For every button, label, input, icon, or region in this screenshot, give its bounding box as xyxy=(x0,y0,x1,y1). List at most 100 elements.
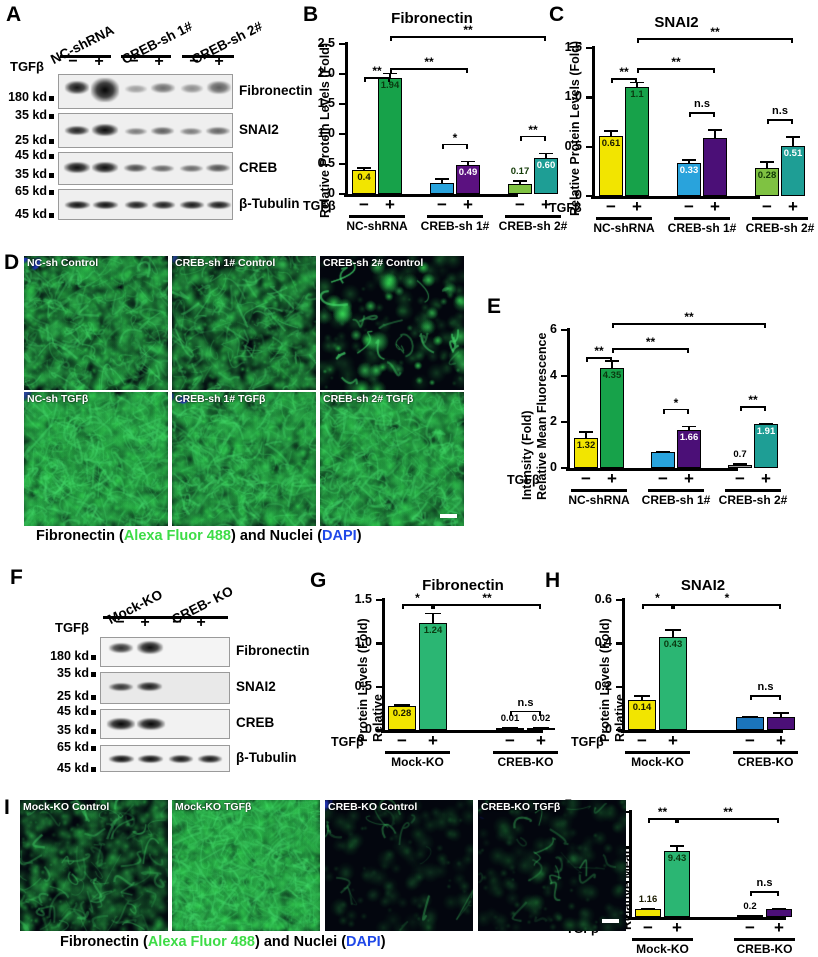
panel-h-significance-tick xyxy=(673,604,675,609)
panel-b-y-tick-label: 2.5 xyxy=(317,36,335,50)
panel-c-group-label: CREB-sh 2# xyxy=(745,221,815,235)
panel-b-significance-line xyxy=(442,143,468,146)
panel-c-significance-mark: ** xyxy=(671,55,681,69)
panel-f-kd-label: 45 kd xyxy=(57,761,89,775)
panel-f-band xyxy=(169,755,193,763)
panel-h-treatment-sign: − xyxy=(745,731,755,750)
panel-e-treatment-sign: + xyxy=(607,469,617,488)
panel-g-bar xyxy=(419,622,447,730)
panel-d-caption: Fibronectin (Alexa Fluor 488) and Nuclei… xyxy=(36,528,362,544)
panel-c-treatment-sign: − xyxy=(684,197,694,216)
panel-h-error-bar xyxy=(672,629,674,638)
panel-b-y-tick-label: 2.0 xyxy=(317,66,335,80)
panel-label-A: A xyxy=(6,3,22,26)
panel-b-treatment-sign: − xyxy=(437,195,447,214)
panel-e-significance-mark: ** xyxy=(684,310,694,324)
panel-a-band xyxy=(92,124,118,136)
panel-c-bar-value: 0.51 xyxy=(783,147,803,159)
panel-f-blot-name: Fibronectin xyxy=(236,643,310,658)
panel-a-lane-sign: + xyxy=(154,53,164,70)
panel-h-chart-title: SNAI2 xyxy=(680,577,726,594)
panel-j-treatment-sign: − xyxy=(643,918,653,937)
panel-b-y-tick-label: 0.5 xyxy=(317,156,335,170)
panel-a-blot-box xyxy=(58,152,233,185)
panel-a-kd-marker xyxy=(49,213,54,218)
panel-c-error-bar xyxy=(714,129,716,139)
panel-c-significance-line xyxy=(611,78,637,80)
panel-b-group-label: CREB-sh 2# xyxy=(498,219,568,233)
panel-d-image xyxy=(172,256,316,390)
panel-c-significance-mark: ** xyxy=(710,25,720,39)
panel-e-significance-mark: ** xyxy=(748,392,758,407)
panel-i-caption: Fibronectin (Alexa Fluor 488) and Nuclei… xyxy=(60,934,386,950)
panel-e-significance-tick xyxy=(687,348,689,353)
panel-c-error-cap xyxy=(682,159,696,161)
panel-d-image xyxy=(172,392,316,526)
panel-h-bar-value: 0.06 xyxy=(771,698,791,710)
panel-e-tgfb-label: TGFβ xyxy=(507,473,540,487)
panel-a-band xyxy=(64,162,90,173)
panel-a-band xyxy=(125,85,147,93)
panel-g-y-tick xyxy=(376,599,382,602)
panel-j-treatment-sign: + xyxy=(672,918,682,937)
panel-f-blot-name: CREB xyxy=(236,715,275,730)
panel-c-error-bar xyxy=(636,81,638,89)
panel-j-treatment-sign: + xyxy=(774,918,784,937)
panel-c-bar xyxy=(703,137,727,196)
panel-a-blot-box xyxy=(58,74,233,109)
panel-e-bar-value: 1.91 xyxy=(756,426,776,438)
panel-c-group-underline xyxy=(752,217,808,220)
panel-g-bar-value: 0.28 xyxy=(392,707,412,719)
panel-e-y-tick-label: 6 xyxy=(550,322,557,336)
panel-h-significance-line xyxy=(642,604,673,606)
panel-f-band xyxy=(109,755,134,763)
panel-a-kd-marker xyxy=(49,190,54,195)
panel-j-bar xyxy=(766,909,792,917)
panel-i-image xyxy=(20,800,168,931)
panel-f-kd-marker xyxy=(91,729,96,734)
panel-c-error-cap xyxy=(630,81,644,84)
panel-e-bar-value: 0.7 xyxy=(656,436,670,448)
panel-b-treatment-sign: − xyxy=(359,195,369,214)
panel-c-y-tick-label: 1.5 xyxy=(564,40,582,54)
panel-f-lane-sign: + xyxy=(140,614,150,631)
panel-c-error-cap xyxy=(760,160,774,163)
panel-h-y-tick xyxy=(616,685,622,689)
panel-h-y-tick xyxy=(616,729,622,732)
panel-e-group-label: CREB-sh 1# xyxy=(641,493,711,507)
panel-f-kd-label: 25 kd xyxy=(57,689,89,703)
panel-b-y-tick-label: 0 xyxy=(328,186,335,200)
panel-h-significance-line xyxy=(673,604,781,606)
panel-a-band xyxy=(180,128,202,135)
panel-g-y-tick-label: 1.0 xyxy=(354,635,372,650)
panel-b-x-axis xyxy=(344,194,518,197)
panel-h-treatment-sign: + xyxy=(776,731,786,750)
panel-i-caption-pre: Fibronectin ( xyxy=(60,934,148,950)
panel-h-bar xyxy=(659,636,687,730)
panel-b-error-bar xyxy=(389,72,391,79)
panel-e-bar xyxy=(677,429,701,468)
panel-b-error-bar xyxy=(519,179,521,185)
panel-e-bar xyxy=(574,437,598,468)
panel-a-kd-label: 35 kd xyxy=(15,167,47,181)
panel-g-significance-tick xyxy=(539,604,541,609)
panel-i-caption-nuclear-stain: DAPI xyxy=(346,934,381,950)
panel-i-image-caption: CREB-KO Control xyxy=(328,801,418,813)
panel-e-bar-value: 1.66 xyxy=(679,431,699,443)
panel-e-significance-tick xyxy=(740,405,742,411)
panel-g-group-underline xyxy=(493,751,558,754)
panel-e-y-tick xyxy=(561,375,567,378)
panel-g-error-cap xyxy=(394,704,410,706)
panel-h-significance-mark: * xyxy=(724,591,730,605)
panel-b-y-tick xyxy=(339,43,345,46)
panel-h-tgfb-label: TGFβ xyxy=(571,735,604,749)
panel-h-y-tick xyxy=(616,642,622,645)
panel-e-error-cap xyxy=(733,463,747,466)
panel-f-blot-name: β-Tubulin xyxy=(236,749,297,765)
panel-b-chart-title: Fibronectin xyxy=(391,10,473,27)
panel-f-band xyxy=(137,718,165,730)
panel-e-error-cap xyxy=(759,422,773,425)
panel-a-band xyxy=(206,127,230,135)
panel-e-treatment-sign: − xyxy=(581,469,591,488)
panel-b-significance-tick xyxy=(390,36,392,41)
